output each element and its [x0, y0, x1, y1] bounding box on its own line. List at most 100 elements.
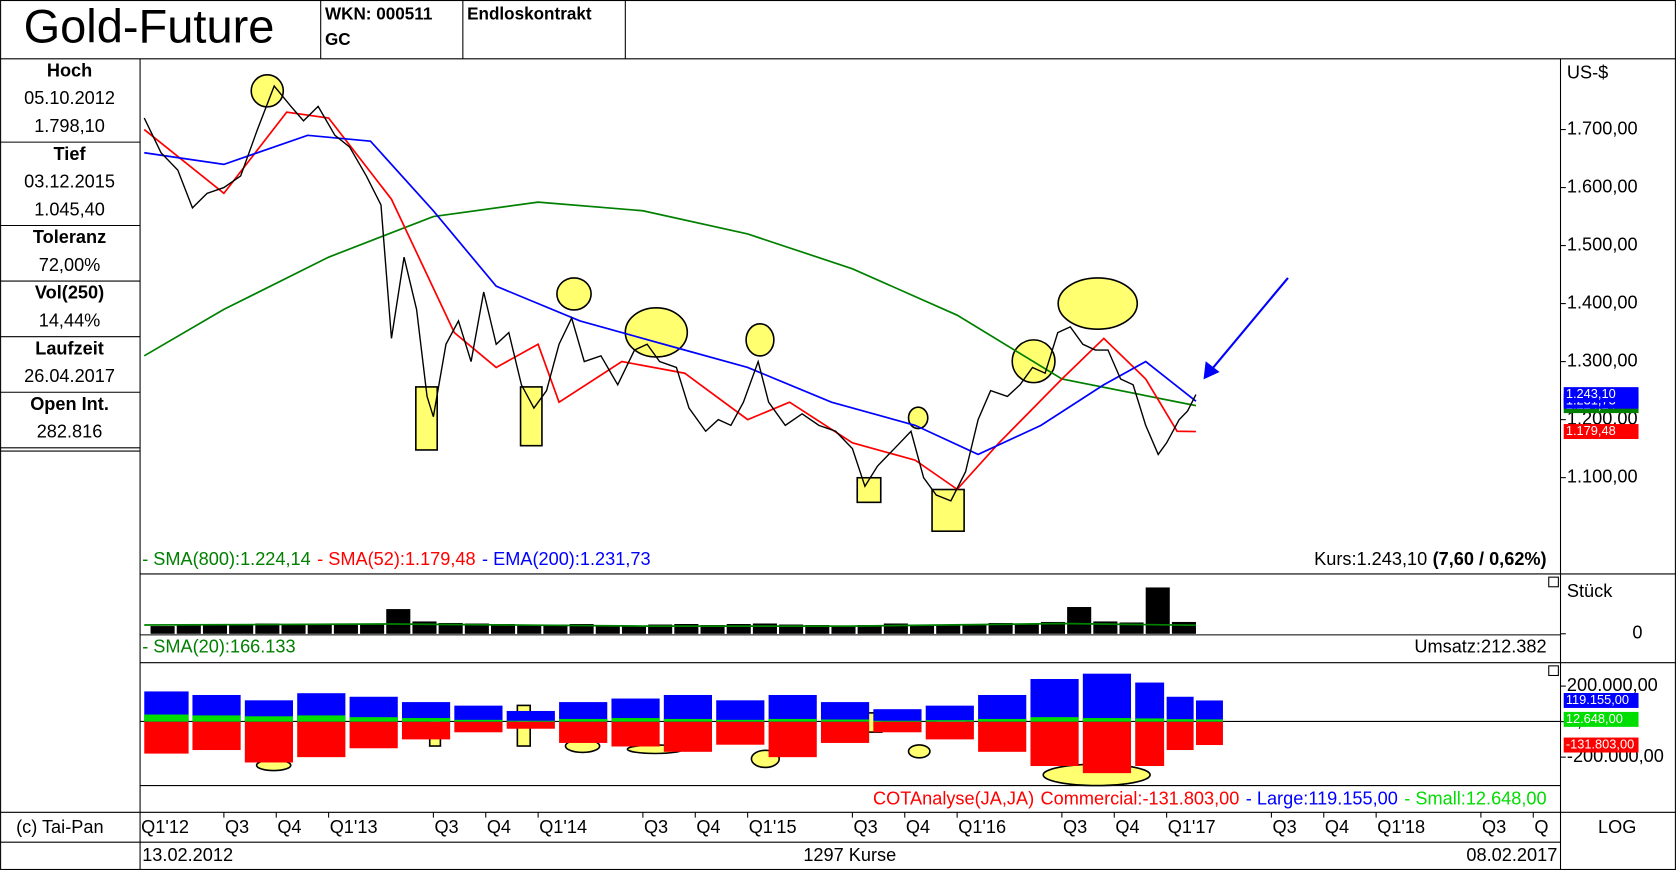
bar — [1082, 718, 1132, 722]
bar — [925, 720, 974, 722]
bar — [752, 623, 777, 634]
info-value: 1.798,10 — [34, 116, 105, 136]
bar — [674, 624, 699, 634]
legend-title: COTAnalyse(JA,JA) — [873, 788, 1034, 808]
bar — [663, 718, 713, 722]
value-tag — [1563, 737, 1639, 753]
bar — [595, 625, 620, 634]
legend-entry: - SMA(52):1.179,48 — [317, 549, 475, 569]
bar — [144, 721, 189, 754]
bar — [490, 624, 516, 634]
x-tick-label: Q1'13 — [330, 817, 378, 837]
x-tick-label: Q1'18 — [1377, 817, 1425, 837]
info-value: 282.816 — [37, 422, 103, 442]
y-tick-label: 1.100,00 — [1567, 466, 1638, 486]
series-line — [144, 622, 1196, 627]
bar — [857, 625, 882, 634]
bar — [307, 624, 332, 634]
legend-entry: - Small:12.648,00 — [1404, 788, 1546, 808]
bar — [506, 721, 555, 729]
unit-label: Stück — [1567, 581, 1613, 601]
bar — [663, 721, 713, 752]
bar — [506, 720, 555, 722]
bar — [621, 625, 647, 634]
bar — [1166, 721, 1194, 751]
info-value: 72,00% — [39, 255, 101, 275]
info-value: 1.045,40 — [34, 199, 105, 219]
series-line — [143, 111, 1196, 491]
status-value: Umsatz:212.382 — [1414, 636, 1546, 656]
y-tick-label: 1.200,00 — [1567, 408, 1638, 428]
x-tick-label: Q4 — [1115, 817, 1139, 837]
x-tick-label: Q3 — [1482, 817, 1506, 837]
bar — [438, 622, 463, 634]
bar — [978, 694, 1027, 722]
bar — [1014, 623, 1039, 634]
bar — [412, 621, 437, 634]
x-tick-label: Q1'17 — [1168, 817, 1216, 837]
y-tick-label: 1.700,00 — [1567, 118, 1638, 138]
bar — [611, 698, 660, 722]
bar — [1195, 721, 1223, 746]
x-tick-label: Q1'12 — [141, 817, 189, 837]
status: Kurs:1.243,10 (7,60 / 0,62%) — [1314, 549, 1546, 569]
bar — [820, 702, 870, 722]
bar — [1135, 718, 1165, 722]
x-tick-label: Q4 — [277, 817, 301, 837]
info-label: Vol(250) — [35, 283, 104, 303]
bar — [716, 700, 765, 722]
bar — [1067, 607, 1092, 634]
x-tick-label: Q3 — [644, 817, 668, 837]
bar — [909, 624, 935, 634]
bar — [1135, 721, 1165, 767]
wkn: WKN: 000511 — [325, 4, 433, 23]
bar — [873, 721, 922, 733]
bar — [1145, 587, 1170, 634]
bar — [281, 624, 306, 634]
bar — [517, 625, 542, 634]
bar — [454, 719, 503, 722]
x-tick-label: Q1'16 — [958, 817, 1006, 837]
legend-entry: - EMA(200):1.231,73 — [482, 549, 651, 569]
bar — [883, 623, 908, 634]
bar — [716, 721, 765, 745]
info-label: Tief — [54, 144, 87, 164]
scale-mode[interactable]: LOG — [1598, 817, 1636, 837]
bar — [1195, 719, 1223, 722]
bar — [700, 625, 725, 634]
page-title: Gold-Future — [24, 0, 275, 52]
info-label: Laufzeit — [35, 338, 104, 358]
y-tick-label: 0 — [1632, 623, 1642, 643]
x-tick-label: Q3 — [225, 817, 249, 837]
arrow-head — [1203, 361, 1220, 380]
bar — [648, 624, 673, 634]
x-tick-label: Q3 — [434, 817, 458, 837]
info-value: 05.10.2012 — [24, 88, 115, 108]
info-value: 26.04.2017 — [24, 366, 115, 386]
bar — [663, 694, 713, 722]
bar — [978, 718, 1027, 722]
bar — [1195, 700, 1223, 722]
bar — [936, 625, 961, 634]
legend-entry: Commercial:-131.803,00 — [1041, 788, 1240, 808]
bar — [820, 721, 870, 743]
bar — [543, 624, 568, 634]
arrow — [1206, 277, 1289, 375]
bar — [831, 625, 856, 634]
bar — [988, 622, 1013, 634]
status: Umsatz:212.382 — [1414, 636, 1546, 656]
info-value: 03.12.2015 — [24, 172, 115, 192]
y-tick-label: 1.400,00 — [1567, 292, 1638, 312]
value-tag-label: 1.179,48 — [1566, 423, 1616, 438]
bar — [559, 702, 608, 722]
x-tick-label: Q — [1534, 817, 1548, 837]
bar — [202, 625, 228, 634]
series-line — [143, 84, 1197, 502]
series-line — [143, 201, 1197, 407]
bar — [1030, 717, 1079, 722]
info-label: Toleranz — [33, 227, 106, 247]
bar — [349, 717, 398, 722]
bar — [464, 623, 489, 634]
contract: Endloskontrakt — [467, 4, 592, 23]
